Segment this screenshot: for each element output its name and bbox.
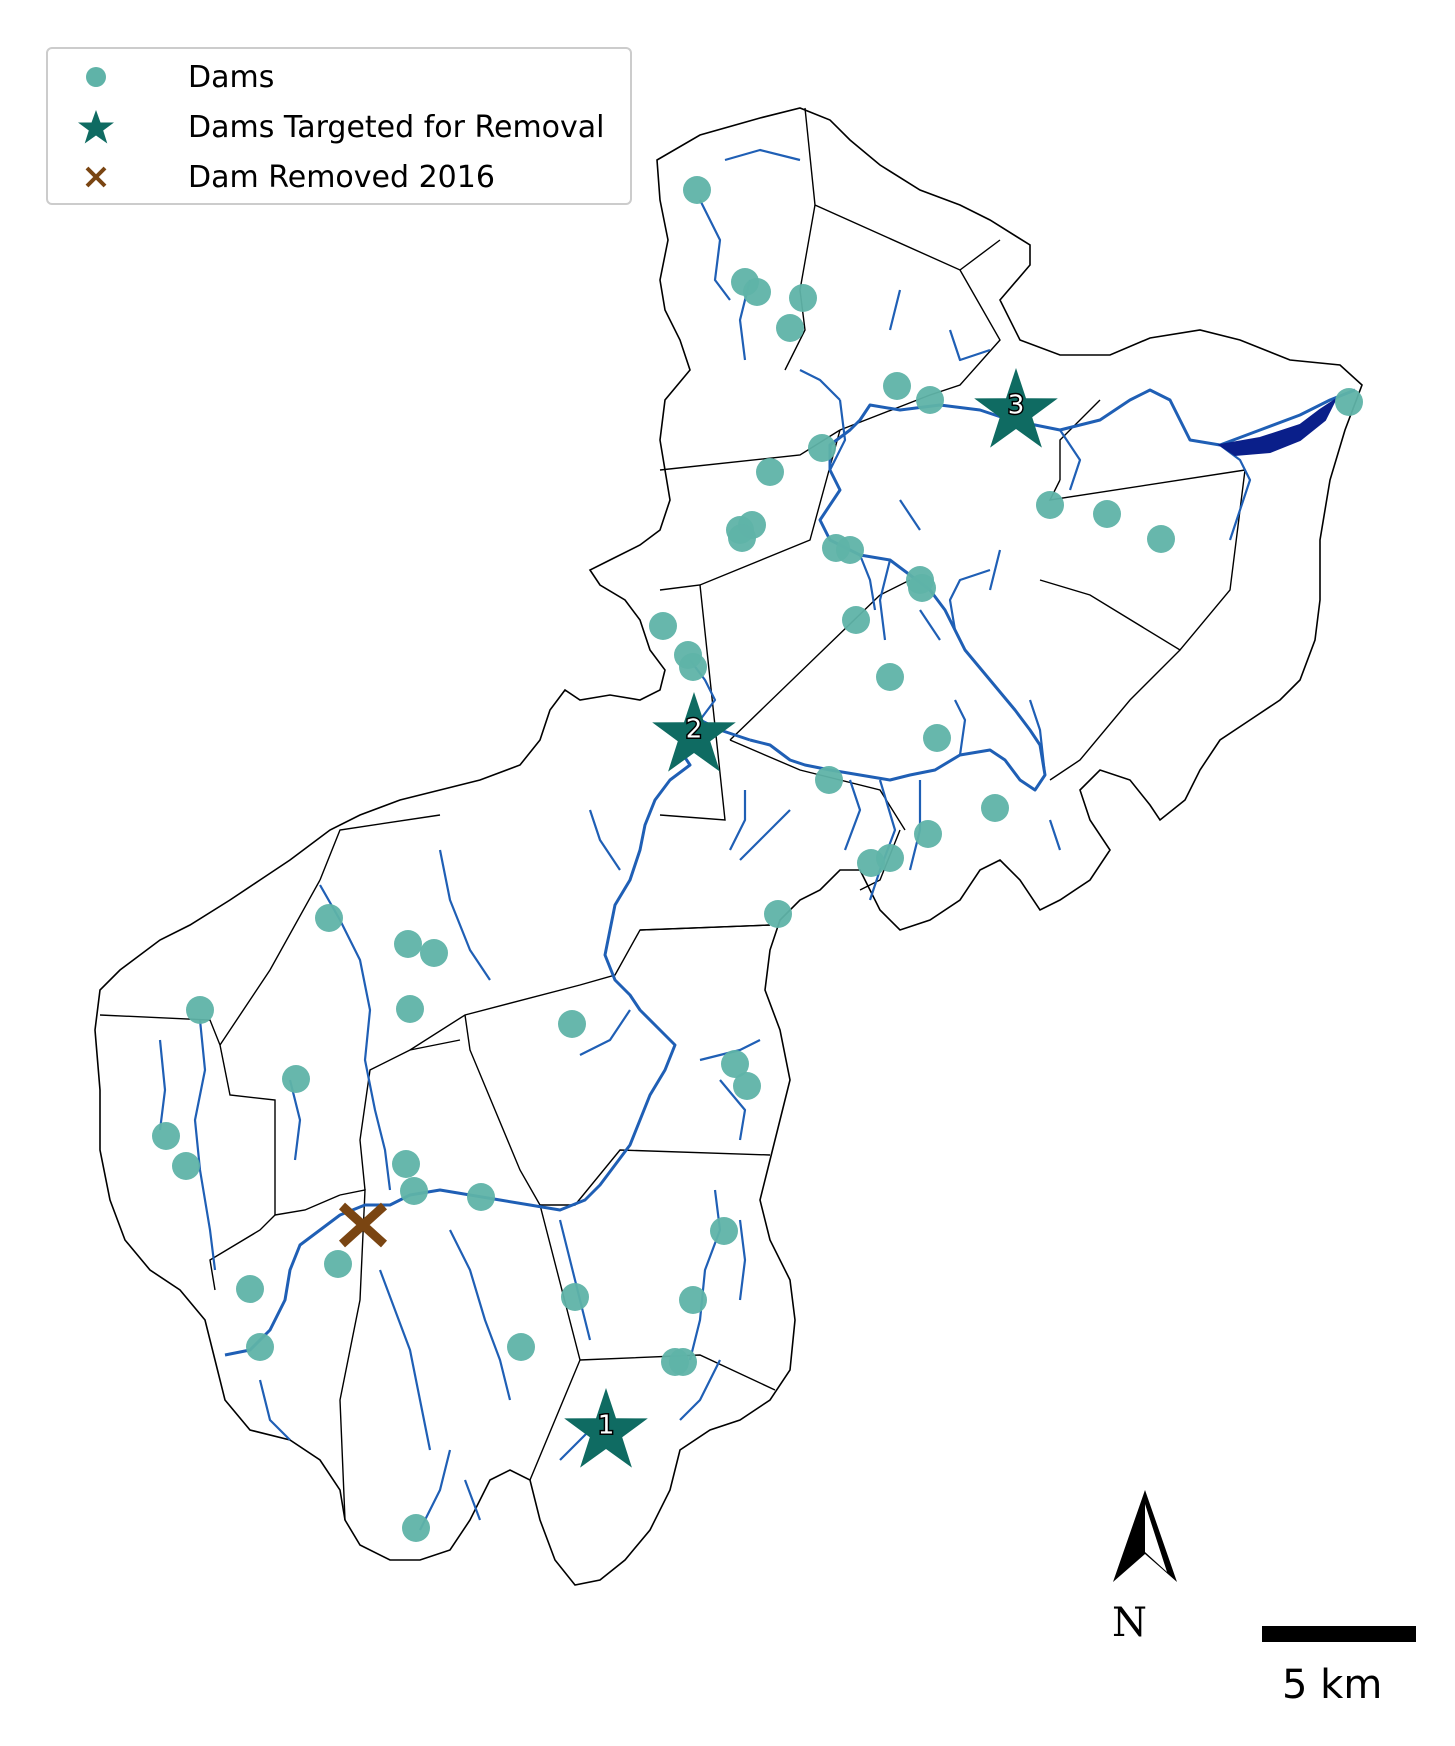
dam-marker[interactable] — [282, 1065, 310, 1093]
removed-dam-marker[interactable] — [338, 1202, 388, 1248]
dam-marker[interactable] — [402, 1514, 430, 1542]
dam-marker[interactable] — [236, 1275, 264, 1303]
marker-layer: 1 2 3 — [152, 176, 1363, 1542]
dam-marker[interactable] — [679, 653, 707, 681]
targeted-dam-label: 3 — [1008, 391, 1025, 421]
watershed-outline — [94, 107, 1363, 1586]
dam-marker[interactable] — [400, 1177, 428, 1205]
dam-marker[interactable] — [679, 1286, 707, 1314]
dam-marker[interactable] — [923, 724, 951, 752]
dam-marker[interactable] — [1093, 500, 1121, 528]
dam-marker[interactable] — [420, 939, 448, 967]
dam-marker[interactable] — [876, 663, 904, 691]
dam-marker[interactable] — [815, 766, 843, 794]
dam-marker[interactable] — [836, 536, 864, 564]
legend-label-dams: Dams — [188, 59, 275, 95]
dam-marker[interactable] — [1036, 491, 1064, 519]
star-icon — [48, 104, 188, 150]
north-arrow-icon — [1113, 1490, 1177, 1582]
dam-marker[interactable] — [315, 904, 343, 932]
legend-label-targeted: Dams Targeted for Removal — [188, 109, 605, 145]
dam-marker[interactable] — [669, 1348, 697, 1376]
dam-marker[interactable] — [916, 386, 944, 414]
dam-marker[interactable] — [914, 820, 942, 848]
reservoir — [1217, 397, 1338, 457]
legend-item-targeted: Dams Targeted for Removal — [48, 104, 605, 150]
targeted-dam-label: 2 — [686, 715, 703, 745]
legend-item-removed: Dam Removed 2016 — [48, 154, 495, 200]
dam-marker[interactable] — [789, 284, 817, 312]
dam-marker[interactable] — [394, 930, 422, 958]
dam-marker[interactable] — [728, 524, 756, 552]
river-network — [158, 148, 1356, 1531]
dam-marker[interactable] — [246, 1333, 274, 1361]
dam-marker[interactable] — [1147, 525, 1175, 553]
dam-marker[interactable] — [883, 372, 911, 400]
dam-marker[interactable] — [186, 996, 214, 1024]
north-label: N — [1112, 1600, 1147, 1646]
targeted-dam-star-2[interactable] — [652, 692, 736, 772]
dam-marker[interactable] — [467, 1183, 495, 1211]
scale-label: 5 km — [1282, 1662, 1383, 1708]
subbasin-boundaries — [99, 107, 1246, 1521]
dam-marker[interactable] — [396, 995, 424, 1023]
legend-item-dams: Dams — [48, 54, 274, 100]
dam-marker[interactable] — [876, 844, 904, 872]
dam-marker[interactable] — [981, 794, 1009, 822]
dam-dot-icon — [48, 54, 188, 100]
scale-bar — [1262, 1626, 1416, 1642]
map-legend: Dams Dams Targeted for Removal Dam Remov… — [46, 47, 632, 205]
dam-marker[interactable] — [324, 1250, 352, 1278]
targeted-dam-star-1[interactable] — [564, 1388, 648, 1468]
dam-marker[interactable] — [392, 1150, 420, 1178]
legend-label-removed: Dam Removed 2016 — [188, 159, 495, 195]
dam-marker[interactable] — [507, 1333, 535, 1361]
dam-marker[interactable] — [721, 1050, 749, 1078]
dam-marker[interactable] — [561, 1283, 589, 1311]
dam-marker[interactable] — [808, 434, 836, 462]
dam-marker[interactable] — [152, 1122, 180, 1150]
x-mark-icon — [48, 154, 188, 200]
dam-marker[interactable] — [842, 606, 870, 634]
targeted-dam-label: 1 — [598, 1411, 615, 1441]
dam-marker[interactable] — [710, 1217, 738, 1245]
dam-marker[interactable] — [756, 458, 784, 486]
dam-marker[interactable] — [172, 1152, 200, 1180]
dam-marker[interactable] — [649, 612, 677, 640]
dam-marker[interactable] — [558, 1010, 586, 1038]
targeted-dam-star-3[interactable] — [974, 368, 1058, 448]
dam-marker[interactable] — [683, 176, 711, 204]
dam-marker[interactable] — [776, 314, 804, 342]
dam-marker[interactable] — [1335, 388, 1363, 416]
dam-marker[interactable] — [764, 900, 792, 928]
dam-marker[interactable] — [733, 1072, 761, 1100]
dam-marker[interactable] — [908, 574, 936, 602]
dam-marker[interactable] — [743, 278, 771, 306]
